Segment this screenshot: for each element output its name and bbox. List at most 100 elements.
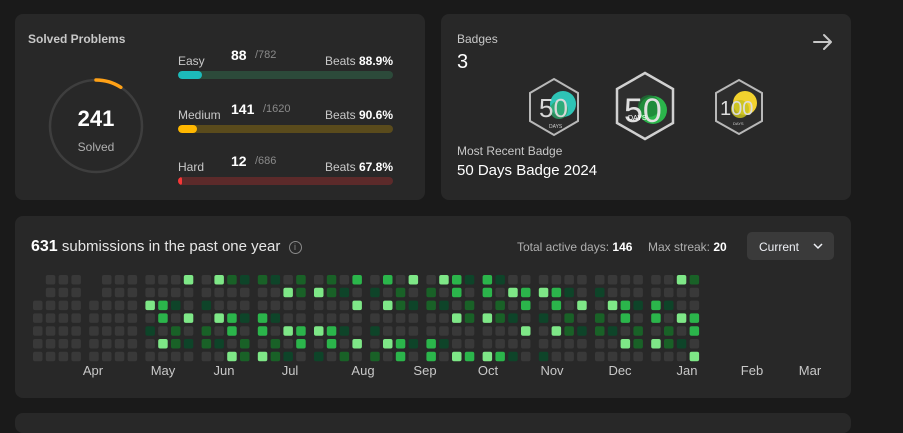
heatmap-cell[interactable] (577, 300, 587, 311)
heatmap-cell[interactable] (664, 339, 674, 349)
heatmap-cell[interactable] (577, 287, 587, 298)
heatmap-cell[interactable] (114, 326, 125, 336)
heatmap-cell[interactable] (482, 313, 493, 323)
heatmap-cell[interactable] (607, 313, 618, 323)
heatmap-cell[interactable] (227, 300, 237, 311)
heatmap-cell[interactable] (408, 326, 419, 336)
heatmap-cell[interactable] (352, 313, 362, 323)
heatmap-cell[interactable] (607, 287, 618, 298)
heatmap-cell[interactable] (71, 339, 81, 349)
heatmap-cell[interactable] (439, 313, 449, 323)
heatmap-cell[interactable] (426, 326, 436, 336)
heatmap-cell[interactable] (114, 275, 125, 285)
heatmap-cell[interactable] (326, 313, 337, 323)
heatmap-cell[interactable] (45, 300, 56, 311)
heatmap-cell[interactable] (538, 300, 549, 311)
heatmap-cell[interactable] (521, 300, 531, 311)
heatmap-cell[interactable] (214, 351, 224, 362)
heatmap-cell[interactable] (595, 326, 605, 336)
heatmap-cell[interactable] (296, 300, 306, 311)
heatmap-cell[interactable] (495, 339, 505, 349)
heatmap-cell[interactable] (270, 300, 281, 311)
heatmap-cell[interactable] (326, 275, 337, 285)
heatmap-cell[interactable] (114, 287, 125, 298)
heatmap-cell[interactable] (58, 351, 69, 362)
heatmap-cell[interactable] (620, 351, 631, 362)
heatmap-cell[interactable] (314, 275, 324, 285)
heatmap-cell[interactable] (183, 339, 194, 349)
heatmap-cell[interactable] (482, 351, 493, 362)
heatmap-cell[interactable] (508, 313, 518, 323)
heatmap-cell[interactable] (464, 313, 475, 323)
heatmap-cell[interactable] (633, 275, 643, 285)
heatmap-cell[interactable] (439, 339, 449, 349)
heatmap-cell[interactable] (633, 287, 643, 298)
heatmap-cell[interactable] (171, 300, 181, 311)
heatmap-cell[interactable] (283, 313, 293, 323)
heatmap-cell[interactable] (651, 287, 661, 298)
heatmap-cell[interactable] (633, 326, 643, 336)
heatmap-cell[interactable] (145, 339, 155, 349)
heatmap-cell[interactable] (352, 339, 362, 349)
heatmap-cell[interactable] (214, 326, 224, 336)
heatmap-cell[interactable] (370, 351, 380, 362)
heatmap-cell[interactable] (651, 300, 661, 311)
heatmap-cell[interactable] (426, 287, 436, 298)
heatmap-cell[interactable] (383, 339, 393, 349)
heatmap-cell[interactable] (551, 275, 562, 285)
heatmap-cell[interactable] (127, 326, 138, 336)
heatmap-cell[interactable] (620, 326, 631, 336)
heatmap-cell[interactable] (651, 351, 661, 362)
heatmap-cell[interactable] (508, 275, 518, 285)
heatmap-cell[interactable] (395, 275, 406, 285)
heatmap-cell[interactable] (395, 313, 406, 323)
heatmap-cell[interactable] (607, 300, 618, 311)
heatmap-cell[interactable] (521, 326, 531, 336)
heatmap-cell[interactable] (577, 326, 587, 336)
heatmap-cell[interactable] (676, 351, 687, 362)
heatmap-cell[interactable] (676, 300, 687, 311)
heatmap-cell[interactable] (257, 313, 268, 323)
heatmap-cell[interactable] (464, 326, 475, 336)
heatmap-cell[interactable] (45, 339, 56, 349)
heatmap-cell[interactable] (201, 326, 212, 336)
heatmap-cell[interactable] (482, 326, 493, 336)
heatmap-cell[interactable] (33, 339, 43, 349)
heatmap-cell[interactable] (633, 313, 643, 323)
heatmap-cell[interactable] (127, 313, 138, 323)
heatmap-cell[interactable] (595, 287, 605, 298)
heatmap-cell[interactable] (689, 313, 700, 323)
heatmap-cell[interactable] (482, 339, 493, 349)
heatmap-cell[interactable] (551, 300, 562, 311)
heatmap-cell[interactable] (314, 287, 324, 298)
heatmap-cell[interactable] (283, 339, 293, 349)
heatmap-cell[interactable] (689, 300, 700, 311)
heatmap-cell[interactable] (464, 275, 475, 285)
heatmap-cell[interactable] (145, 313, 155, 323)
heatmap-cell[interactable] (71, 351, 81, 362)
heatmap-cell[interactable] (495, 300, 505, 311)
heatmap-cell[interactable] (620, 287, 631, 298)
heatmap-cell[interactable] (664, 351, 674, 362)
heatmap-cell[interactable] (183, 300, 194, 311)
heatmap-cell[interactable] (495, 313, 505, 323)
heatmap-cell[interactable] (452, 351, 462, 362)
heatmap-cell[interactable] (240, 275, 250, 285)
heatmap-cell[interactable] (296, 275, 306, 285)
heatmap-cell[interactable] (521, 287, 531, 298)
heatmap-cell[interactable] (158, 326, 168, 336)
heatmap-cell[interactable] (171, 313, 181, 323)
heatmap-cell[interactable] (689, 339, 700, 349)
heatmap-cell[interactable] (676, 287, 687, 298)
heatmap-cell[interactable] (58, 339, 69, 349)
heatmap-cell[interactable] (395, 351, 406, 362)
heatmap-cell[interactable] (408, 351, 419, 362)
heatmap-cell[interactable] (270, 351, 281, 362)
heatmap-cell[interactable] (620, 339, 631, 349)
heatmap-cell[interactable] (296, 287, 306, 298)
heatmap-cell[interactable] (651, 275, 661, 285)
heatmap-cell[interactable] (71, 313, 81, 323)
heatmap-cell[interactable] (664, 275, 674, 285)
heatmap-cell[interactable] (257, 300, 268, 311)
heatmap-cell[interactable] (651, 339, 661, 349)
